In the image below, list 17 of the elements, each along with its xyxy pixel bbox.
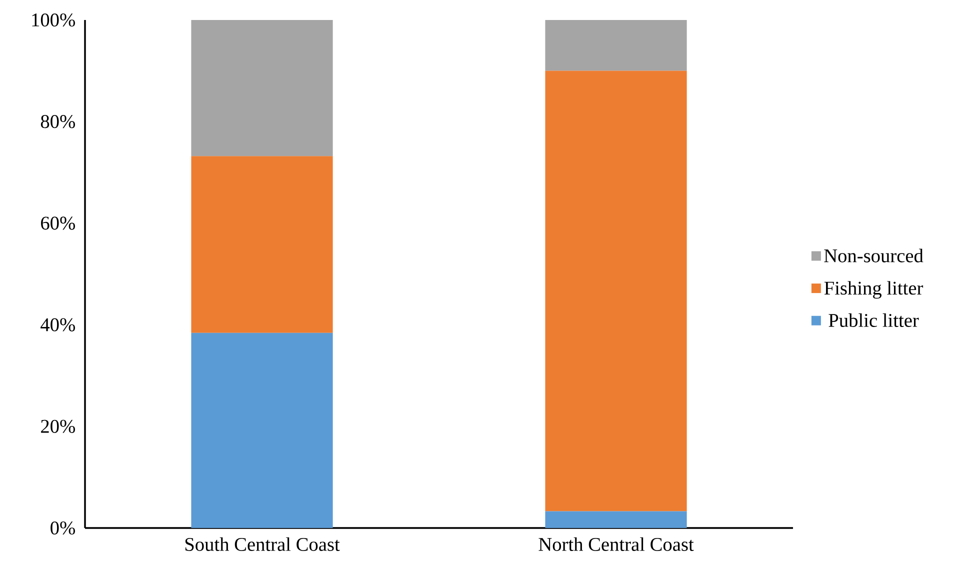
- y-tick-label: 60%: [41, 216, 75, 230]
- x-tick-label: South Central Coast: [185, 537, 340, 551]
- bar: [191, 332, 333, 528]
- y-tick-label: 100%: [32, 13, 75, 27]
- bar: [191, 156, 333, 333]
- y-tick-label: 80%: [40, 115, 75, 128]
- y-tick-label: 0%: [50, 521, 75, 535]
- legend-label: Non-sourced: [824, 248, 924, 262]
- legend-label: Fishing litter: [824, 281, 924, 299]
- x-tick-label: North Central Coast: [538, 537, 694, 551]
- legend-label: Public litter: [828, 313, 919, 327]
- y-tick-label: 40%: [40, 318, 75, 332]
- bar: [545, 511, 687, 528]
- bar: [545, 70, 687, 512]
- y-tick-label: 20%: [41, 420, 75, 433]
- bar: [191, 20, 333, 156]
- bar: [545, 20, 687, 71]
